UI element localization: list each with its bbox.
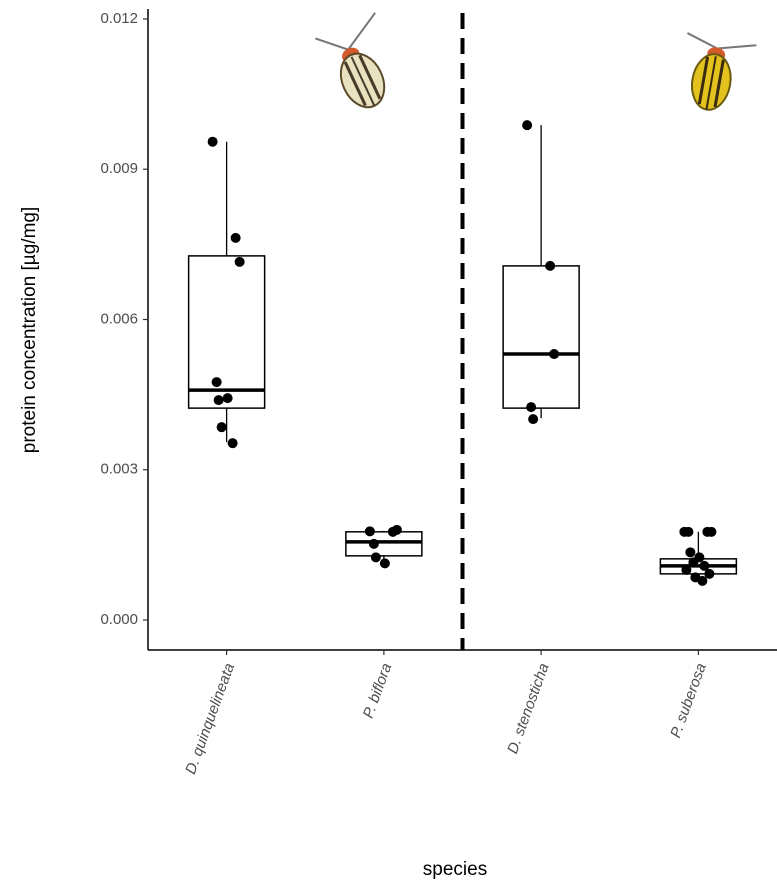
y-axis-title: protein concentration [µg/mg] <box>19 207 40 453</box>
point <box>371 552 381 562</box>
y-tick-label: 0.006 <box>100 310 138 327</box>
point <box>365 526 375 536</box>
y-tick-label: 0.009 <box>100 160 138 177</box>
point <box>549 349 559 359</box>
point <box>685 547 695 557</box>
y-tick-label: 0.000 <box>100 611 138 628</box>
point <box>214 395 224 405</box>
x-tick-label: D. stenosticha <box>504 661 552 756</box>
point <box>683 527 693 537</box>
point <box>522 120 532 130</box>
point <box>217 422 227 432</box>
point <box>228 438 238 448</box>
x-axis-title: species <box>423 859 487 880</box>
point <box>369 539 379 549</box>
point <box>223 393 233 403</box>
beetle-icon <box>315 11 410 116</box>
point <box>681 565 691 575</box>
point <box>235 257 245 267</box>
y-tick-label: 0.003 <box>100 461 138 478</box>
y-tick-label: 0.012 <box>100 10 138 27</box>
x-tick-label: P. suberosa <box>667 661 710 740</box>
point <box>545 261 555 271</box>
point <box>380 558 390 568</box>
box <box>346 532 422 556</box>
point <box>208 137 218 147</box>
chart: protein concentration [µg/mg] species 0.… <box>0 0 777 886</box>
point <box>392 525 402 535</box>
box <box>189 256 265 408</box>
point <box>688 557 698 567</box>
x-tick-label: P. biflora <box>360 661 396 721</box>
point <box>697 576 707 586</box>
point <box>231 233 241 243</box>
box <box>503 266 579 408</box>
point <box>706 527 716 537</box>
point <box>526 402 536 412</box>
point <box>528 414 538 424</box>
beetle-icon <box>675 33 756 116</box>
point <box>212 377 222 387</box>
x-tick-label: D. quinquelineata <box>182 661 238 777</box>
